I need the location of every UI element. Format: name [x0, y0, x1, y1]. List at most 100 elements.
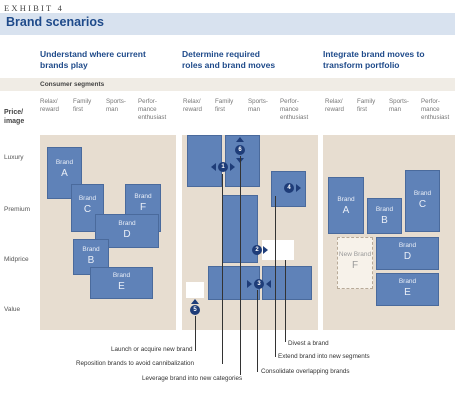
segment-line: reward	[183, 106, 202, 113]
segment-performance-enthusiast: Perfor-mance enthusiast	[421, 98, 449, 122]
segment-line: Perfor-	[421, 98, 440, 105]
brand-word: Brand	[398, 242, 417, 249]
segment-line: Family	[357, 98, 376, 105]
segment-line: first	[73, 106, 83, 113]
brand-letter: D	[403, 251, 412, 262]
title-bar	[0, 13, 455, 35]
brand-b-box: Brand B	[367, 198, 402, 234]
segment-line: Sports-	[389, 98, 409, 105]
row-label-premium: Premium	[4, 206, 31, 213]
brand-letter: D	[123, 229, 131, 240]
segment-family-first: Family first	[357, 98, 375, 114]
brand-e-box: Brand E	[376, 273, 439, 306]
segment-sportsman: Sports-man	[248, 98, 268, 114]
segment-performance-enthusiast: Perfor-mance enthusiast	[280, 98, 308, 122]
brand-d-box: Brand D	[376, 237, 439, 270]
segment-line: Perfor-	[138, 98, 157, 105]
segment-line: man	[389, 106, 402, 113]
segment-line: Perfor-	[280, 98, 299, 105]
segment-performance-enthusiast: Perfor-mance enthusiast	[138, 98, 166, 122]
segment-line: Relax/	[183, 98, 201, 105]
brand-word: Brand	[134, 193, 152, 200]
brand-letter: E	[118, 281, 125, 292]
segment-line: Family	[73, 98, 92, 105]
segment-line: reward	[40, 106, 59, 113]
arrow-right-icon	[263, 246, 268, 254]
leader-line-reposition	[222, 174, 223, 364]
brand-word: Brand	[398, 278, 417, 285]
callout-divest: Divest a brand	[288, 340, 329, 347]
segment-sportsman: Sports-man	[389, 98, 409, 114]
segment-line: Relax/	[325, 98, 343, 105]
column-heading-line: Integrate brand moves to	[323, 49, 425, 59]
move-box-value-left	[208, 266, 260, 300]
segment-line: enthusiast	[138, 114, 167, 121]
brand-letter: C	[418, 199, 427, 210]
segment-line: mance	[421, 106, 440, 113]
brand-b-box: Brand B	[73, 239, 109, 275]
brand-letter: E	[404, 287, 411, 298]
brand-word: Brand	[112, 272, 131, 279]
price-image-line: Price/	[4, 109, 24, 116]
marker-6: 6	[235, 145, 245, 155]
brand-c-box: Brand C	[405, 170, 440, 232]
segment-line: Sports-	[106, 98, 126, 105]
segment-line: mance	[280, 106, 299, 113]
column-heading-determine: Determine required roles and brand moves	[182, 49, 275, 71]
segment-line: man	[106, 106, 119, 113]
brand-word: Brand	[82, 246, 100, 253]
segment-line: enthusiast	[421, 114, 450, 121]
price-image-line: image	[4, 118, 25, 125]
brand-letter: A	[61, 168, 68, 179]
brand-e-box: Brand E	[90, 267, 153, 299]
exhibit-label: EXHIBIT 4	[4, 3, 65, 13]
brand-letter: F	[351, 260, 359, 271]
leader-line-leverage	[240, 156, 241, 375]
marker-1: 1	[218, 162, 228, 172]
segment-line: reward	[325, 106, 344, 113]
page-title: Brand scenarios	[6, 15, 104, 29]
segment-relax-reward: Relax/reward	[183, 98, 202, 114]
arrow-left-icon	[211, 163, 216, 171]
move-box-relax-luxury	[187, 135, 222, 187]
divest-gap-box	[262, 240, 294, 260]
marker-5: 5	[190, 305, 200, 315]
column-heading-line: transform portfolio	[323, 60, 400, 70]
segment-line: Family	[215, 98, 234, 105]
row-label-midprice: Midprice	[4, 256, 29, 263]
callout-launch: Launch or acquire new brand	[111, 346, 193, 353]
segment-relax-reward: Relax/reward	[40, 98, 59, 114]
brand-word: Brand	[413, 190, 432, 197]
leader-line-divest	[285, 260, 286, 342]
segment-line: enthusiast	[280, 114, 309, 121]
leader-line-launch	[195, 316, 196, 351]
segment-line: Relax/	[40, 98, 58, 105]
arrow-up-icon	[236, 137, 244, 142]
brand-letter: C	[83, 204, 92, 215]
arrow-right-icon	[296, 184, 301, 192]
consumer-segments-label: Consumer segments	[40, 81, 105, 88]
brand-a-box: Brand A	[328, 177, 364, 234]
price-image-label: Price/ image	[4, 108, 24, 126]
brand-word: New Brand	[338, 251, 372, 258]
brand-word: Brand	[337, 196, 355, 203]
leader-line-extend	[275, 196, 276, 357]
leader-line-consolidate	[257, 290, 258, 372]
brand-letter: F	[139, 202, 147, 213]
consumer-segments-bar	[0, 78, 455, 91]
row-label-value: Value	[4, 306, 21, 313]
segment-relax-reward: Relax/reward	[325, 98, 344, 114]
new-brand-f-box: New Brand F	[337, 237, 373, 289]
arrow-right-icon	[230, 163, 235, 171]
segment-line: first	[215, 106, 225, 113]
segment-line: Sports-	[248, 98, 268, 105]
arrow-right-icon	[247, 280, 252, 288]
brand-word: Brand	[55, 159, 74, 166]
marker-4: 4	[284, 183, 294, 193]
column-heading-line: brands play	[40, 60, 88, 70]
column-heading-understand: Understand where current brands play	[40, 49, 146, 71]
callout-extend: Extend brand into new segments	[278, 353, 370, 360]
arrow-up-icon	[191, 299, 199, 304]
arrow-left-icon	[266, 280, 271, 288]
column-heading-line: Determine required	[182, 49, 260, 59]
